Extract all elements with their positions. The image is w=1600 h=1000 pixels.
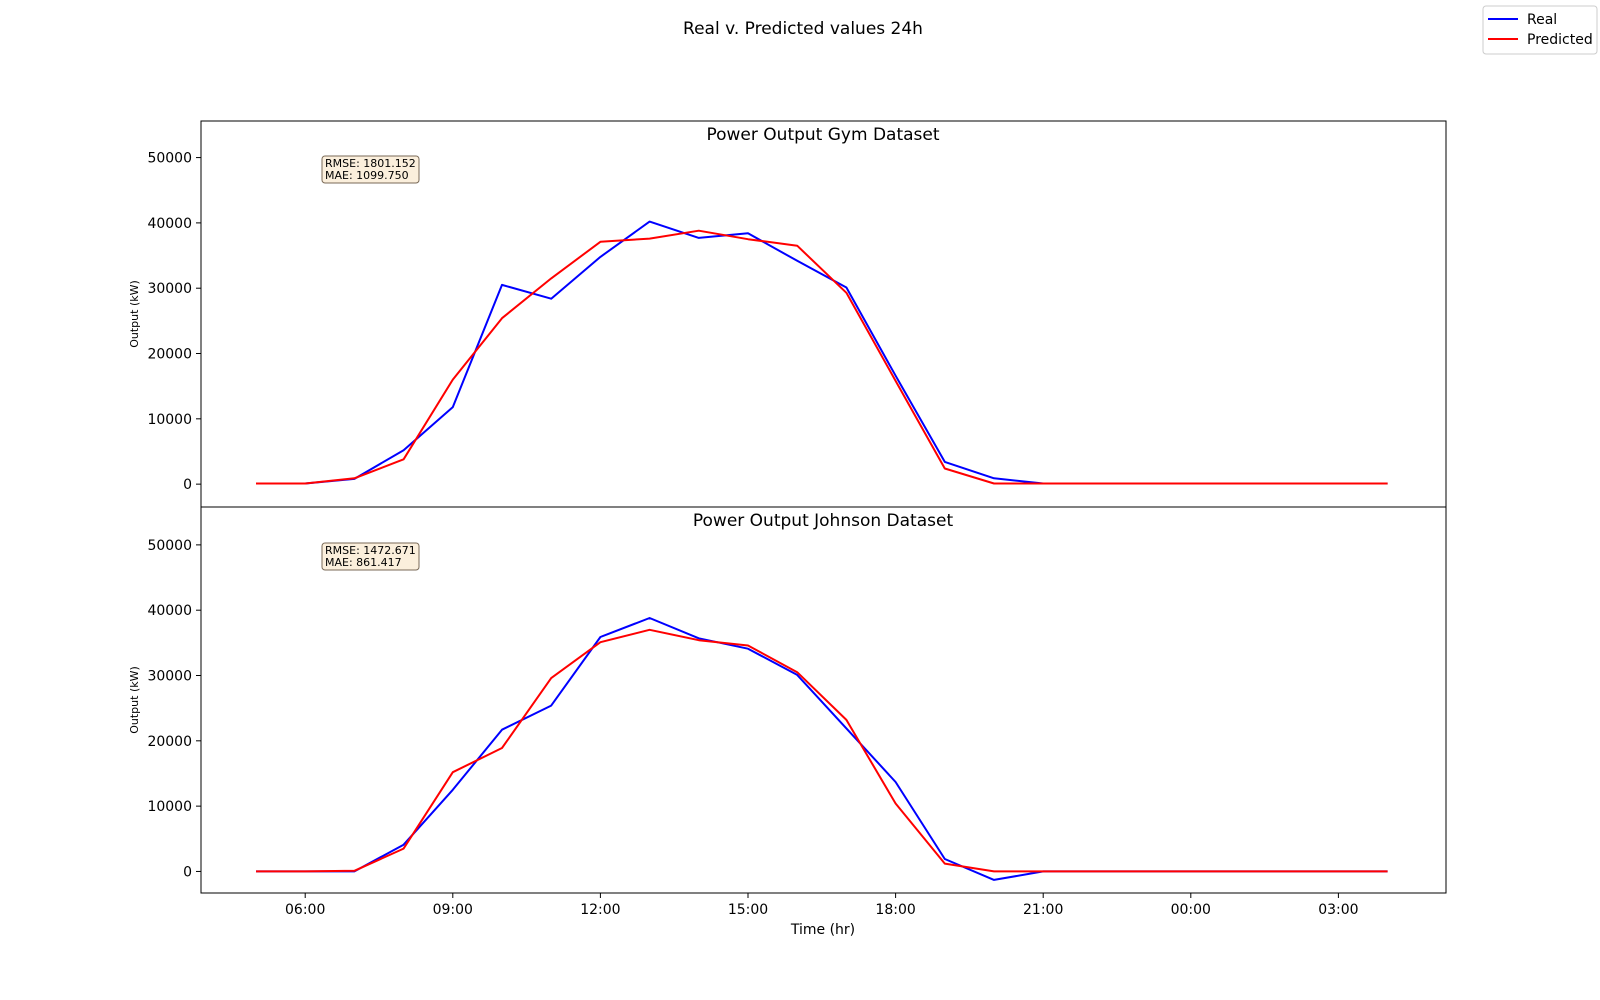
y-tick-label: 0 bbox=[183, 477, 192, 493]
johnson-y-axis-label: Output (kW) bbox=[128, 666, 141, 734]
gym-metrics-frame bbox=[321, 155, 420, 184]
y-tick-label: 0 bbox=[183, 864, 192, 880]
y-tick-label: 40000 bbox=[147, 603, 192, 619]
x-tick-label: 15:00 bbox=[728, 902, 768, 918]
x-tick-label: 21:00 bbox=[1023, 902, 1063, 918]
y-tick-label: 30000 bbox=[147, 669, 192, 685]
legend-predicted-label: Predicted bbox=[1527, 32, 1593, 48]
johnson-panel-title: Power Output Johnson Dataset bbox=[693, 511, 954, 531]
johnson-rmse-text: RMSE: 1472.671 bbox=[325, 544, 416, 557]
y-tick-label: 50000 bbox=[147, 151, 192, 167]
gym-rmse-text: RMSE: 1801.152 bbox=[325, 157, 416, 170]
y-tick-label: 10000 bbox=[147, 799, 192, 815]
gym-y-axis-label: Output (kW) bbox=[128, 280, 141, 348]
series-line-real bbox=[256, 220, 1388, 485]
y-tick-label: 40000 bbox=[147, 216, 192, 232]
johnson-metrics-frame bbox=[321, 542, 420, 571]
johnson-mae-text: MAE: 861.417 bbox=[325, 556, 402, 569]
x-axis-label: Time (hr) bbox=[790, 922, 855, 938]
x-tick-label: 06:00 bbox=[285, 902, 325, 918]
johnson-y-ticks: 0 10000 20000 30000 40000 50000 bbox=[147, 538, 201, 880]
johnson-panel: Power Output Johnson Dataset Output (kW)… bbox=[128, 506, 1447, 938]
figure-title: Real v. Predicted values 24h bbox=[683, 19, 923, 39]
legend: Real Predicted bbox=[1482, 5, 1598, 55]
x-tick-label: 00:00 bbox=[1171, 902, 1211, 918]
gym-panel-title: Power Output Gym Dataset bbox=[706, 125, 939, 145]
series-line-predicted bbox=[256, 229, 1388, 485]
y-tick-label: 20000 bbox=[147, 347, 192, 363]
y-tick-label: 50000 bbox=[147, 538, 192, 554]
johnson-metrics-box: RMSE: 1472.671 MAE: 861.417 bbox=[321, 542, 420, 571]
johnson-series-lines bbox=[256, 617, 1388, 881]
gym-panel: Power Output Gym Dataset Output (kW) 0 10… bbox=[128, 120, 1447, 508]
series-line-predicted bbox=[256, 628, 1388, 873]
x-ticks: 06:00 09:00 12:00 15:00 18:00 21:00 00:00 03:00 bbox=[285, 893, 1359, 918]
x-tick-label: 18:00 bbox=[875, 902, 915, 918]
gym-y-ticks: 0 10000 20000 30000 40000 50000 bbox=[147, 151, 201, 493]
gym-metrics-box: RMSE: 1801.152 MAE: 1099.750 bbox=[321, 155, 420, 184]
x-tick-label: 12:00 bbox=[580, 902, 620, 918]
y-tick-label: 20000 bbox=[147, 734, 192, 750]
gym-mae-text: MAE: 1099.750 bbox=[325, 169, 409, 182]
legend-real-label: Real bbox=[1527, 12, 1557, 28]
johnson-plot-frame bbox=[200, 506, 1447, 894]
x-tick-label: 09:00 bbox=[433, 902, 473, 918]
y-tick-label: 10000 bbox=[147, 412, 192, 428]
gym-series-lines bbox=[256, 220, 1388, 485]
series-line-real bbox=[256, 617, 1388, 881]
x-tick-label: 03:00 bbox=[1318, 902, 1358, 918]
y-tick-label: 30000 bbox=[147, 281, 192, 297]
